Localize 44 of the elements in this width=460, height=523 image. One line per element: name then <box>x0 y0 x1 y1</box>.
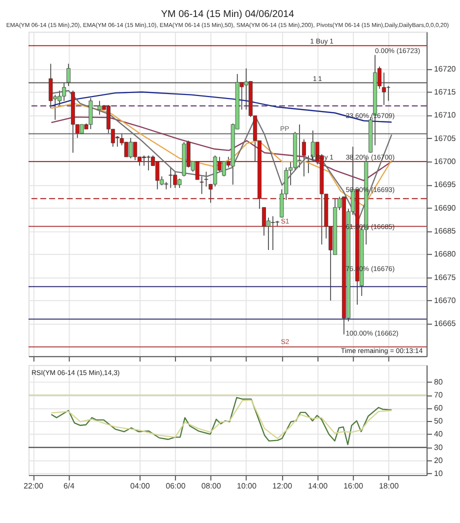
x-tick-label: 10:00 <box>236 481 258 490</box>
y-tick-label: 10 <box>434 468 444 478</box>
x-tick-label: 14:00 <box>308 481 328 490</box>
y-tick-label: 16705 <box>434 134 456 143</box>
y-tick-label: 16715 <box>434 87 456 96</box>
line-series <box>50 91 392 123</box>
y-tick-label: 40 <box>434 430 444 439</box>
candlestick <box>98 100 102 116</box>
y-tick-label: 16670 <box>434 296 456 305</box>
x-tick-label: 04:00 <box>130 481 151 490</box>
candlestick <box>306 155 310 174</box>
x-tick-label: 18:00 <box>379 481 400 490</box>
y-tick-label: 16700 <box>434 156 456 166</box>
x-tick-label: 22:00 <box>24 481 44 490</box>
line-series <box>50 396 392 446</box>
chart-title: YM 06-14 (15 Min) 04/06/2014 <box>160 9 295 20</box>
candlestick <box>302 138 306 177</box>
y-tick-label: 16680 <box>434 250 456 259</box>
y-tick-label: 50 <box>434 416 444 426</box>
candlestick <box>382 72 386 106</box>
y-tick-label: 16720 <box>434 64 456 74</box>
y-tick-label: 16690 <box>434 203 456 212</box>
y-tick-label: 16665 <box>434 319 456 328</box>
line-series <box>50 103 392 207</box>
y-tick-label: 20 <box>434 456 444 465</box>
y-tick-label: 16685 <box>434 226 456 236</box>
y-tick-label: 16675 <box>434 272 456 282</box>
y-tick-label: 16710 <box>434 110 456 120</box>
x-tick-label: 06:00 <box>166 481 186 490</box>
y-tick-label: 16695 <box>434 180 456 190</box>
candlestick <box>66 63 70 86</box>
y-tick-label: 70 <box>434 390 444 400</box>
x-tick-label: 16:00 <box>343 481 364 490</box>
candlestick <box>195 161 200 180</box>
x-tick-label: 12:00 <box>272 481 293 490</box>
y-tick-label: 30 <box>434 442 444 452</box>
line-series <box>50 399 392 440</box>
candlestick <box>204 171 208 187</box>
x-tick-label: 6/4 <box>64 481 76 490</box>
x-tick-label: 08:00 <box>201 481 222 490</box>
candlestick <box>200 176 204 194</box>
y-tick-label: 80 <box>434 377 444 386</box>
candlestick <box>168 167 173 188</box>
y-tick-label: 60 <box>434 404 444 413</box>
